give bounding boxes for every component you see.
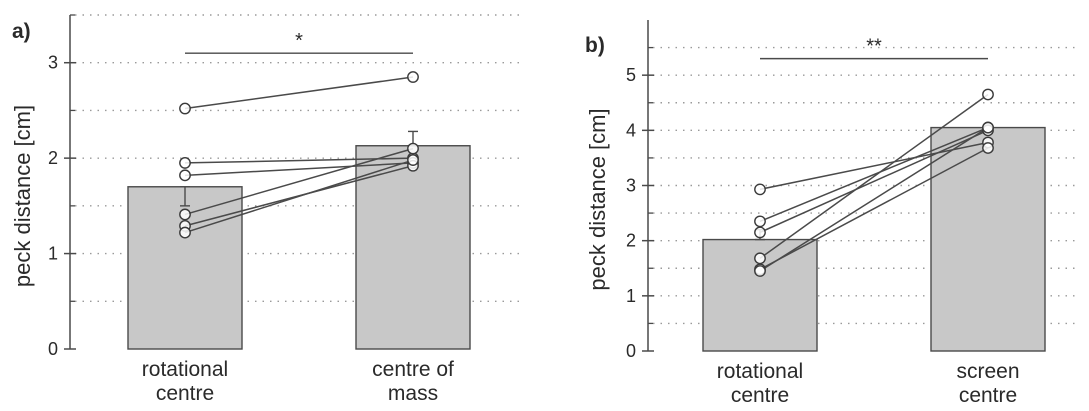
paired-line — [759, 147, 989, 271]
category-label-line1: centre of — [372, 358, 454, 381]
data-point — [179, 208, 191, 221]
paired-line — [184, 147, 414, 216]
bar — [930, 126, 1046, 352]
bar — [355, 145, 471, 350]
significance-label: ** — [866, 36, 882, 58]
panel-label: b) — [585, 34, 605, 57]
paired-line — [759, 126, 989, 223]
y-tick-label: 4 — [626, 120, 636, 140]
y-tick-label: 0 — [48, 339, 58, 359]
y-tick-label: 1 — [626, 286, 636, 306]
y-tick-label: 1 — [48, 244, 58, 264]
y-tick-label: 0 — [626, 341, 636, 361]
data-point — [179, 169, 191, 182]
data-point — [982, 88, 994, 101]
paired-line — [184, 159, 414, 234]
y-tick-label: 2 — [48, 148, 58, 168]
data-point — [407, 154, 419, 166]
data-point — [982, 142, 994, 154]
data-point — [754, 215, 766, 228]
significance-label: * — [295, 30, 303, 52]
data-point — [982, 121, 994, 134]
data-point — [179, 102, 191, 115]
category-label-line1: rotational — [142, 358, 228, 381]
data-point — [754, 265, 766, 277]
data-point — [407, 71, 419, 83]
category-label-line2: centre — [731, 384, 789, 406]
y-tick-label: 3 — [626, 176, 636, 196]
y-tick-label: 2 — [626, 231, 636, 251]
panel-label: a) — [12, 20, 31, 43]
y-tick-label: 3 — [48, 53, 58, 73]
category-label-line2: mass — [388, 382, 438, 405]
paired-line — [759, 126, 989, 272]
paired-line — [184, 76, 414, 110]
data-point — [179, 226, 191, 239]
paired-line — [184, 162, 414, 177]
y-tick-label: 5 — [626, 65, 636, 85]
category-label-line1: rotational — [717, 360, 803, 383]
paired-line — [759, 93, 989, 259]
category-label-line1: screen — [956, 360, 1019, 383]
data-point — [407, 142, 419, 155]
category-label-line2: centre — [959, 384, 1017, 406]
data-point — [179, 157, 191, 169]
data-point — [754, 183, 766, 196]
paired-line — [759, 141, 989, 191]
y-axis-title: peck distance [cm] — [585, 108, 610, 290]
data-point — [754, 226, 766, 239]
data-point — [754, 252, 766, 265]
y-axis-title: peck distance [cm] — [10, 105, 35, 287]
paired-line — [759, 129, 989, 234]
category-label-line2: centre — [156, 382, 214, 405]
